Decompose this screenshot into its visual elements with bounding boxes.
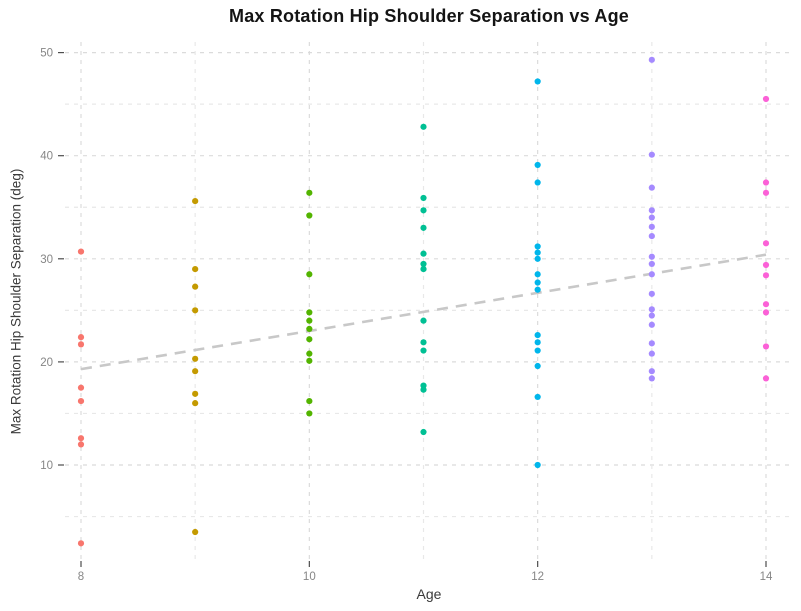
data-point: [534, 255, 541, 262]
data-point: [420, 339, 427, 346]
data-point: [648, 321, 655, 328]
data-point: [420, 260, 427, 268]
data-point: [762, 179, 770, 186]
data-point: [77, 384, 85, 391]
data-point: [306, 410, 313, 417]
data-point: [306, 336, 313, 343]
data-point: [648, 271, 655, 278]
data-point: [192, 197, 199, 205]
data-point: [534, 362, 541, 370]
data-point: [192, 368, 199, 375]
data-point: [534, 161, 541, 169]
y-tick-label: 10: [40, 460, 53, 472]
y-tick-label: 20: [40, 357, 53, 369]
data-point: [420, 347, 427, 354]
data-point: [762, 240, 770, 247]
x-tick-label: 8: [78, 571, 84, 583]
data-point: [534, 347, 541, 354]
data-point: [77, 540, 85, 547]
data-point: [306, 397, 313, 405]
x-tick-label: 12: [531, 571, 544, 583]
data-point: [192, 266, 199, 273]
data-point: [77, 334, 85, 341]
data-point: [534, 179, 541, 186]
data-point: [306, 317, 313, 324]
y-tick-label: 40: [40, 151, 53, 163]
data-point: [77, 341, 85, 348]
data-point: [192, 400, 199, 407]
x-tick-label: 14: [760, 571, 773, 583]
data-point: [420, 317, 427, 324]
data-point: [420, 207, 427, 214]
data-point: [648, 340, 655, 347]
data-point: [648, 306, 655, 313]
data-point: [648, 151, 655, 158]
y-tick-label: 50: [40, 48, 53, 60]
data-point: [534, 461, 541, 469]
y-tick-label: 30: [40, 254, 53, 266]
data-point: [534, 393, 541, 401]
data-point: [762, 301, 770, 308]
data-point: [420, 224, 427, 231]
data-point: [534, 339, 541, 346]
data-point: [192, 283, 199, 290]
data-point: [762, 343, 770, 350]
data-point: [420, 123, 427, 130]
data-point: [762, 309, 770, 316]
data-point: [306, 189, 313, 196]
data-point: [306, 212, 313, 219]
data-point: [648, 375, 655, 382]
data-point: [648, 214, 655, 221]
data-point: [648, 184, 655, 191]
data-point: [77, 248, 85, 255]
data-point: [648, 368, 655, 375]
data-point: [306, 357, 313, 364]
data-point: [762, 95, 770, 103]
data-point: [648, 223, 655, 230]
data-point: [762, 189, 770, 196]
data-point: [648, 56, 655, 63]
data-point: [648, 233, 655, 240]
data-point: [648, 350, 655, 357]
data-point: [192, 390, 199, 397]
data-point: [306, 350, 313, 357]
data-point: [420, 250, 427, 257]
data-point: [534, 279, 541, 286]
data-point: [534, 243, 541, 250]
data-point: [192, 355, 199, 362]
data-point: [77, 397, 85, 405]
data-point: [534, 249, 541, 256]
data-point: [420, 428, 427, 436]
data-point: [306, 271, 313, 278]
data-point: [762, 272, 770, 279]
data-point: [420, 266, 427, 273]
data-point: [420, 386, 427, 393]
data-point: [762, 375, 770, 382]
data-point: [192, 307, 199, 314]
chart-title: Max Rotation Hip Shoulder Separation vs …: [229, 6, 629, 26]
data-point: [534, 331, 541, 339]
data-point: [648, 260, 655, 268]
data-point: [77, 435, 85, 442]
data-point: [420, 194, 427, 202]
data-point: [648, 253, 655, 260]
data-point: [306, 309, 313, 316]
data-point: [534, 286, 541, 293]
data-point: [306, 325, 313, 333]
data-point: [534, 271, 541, 278]
x-axis-label: Age: [416, 586, 442, 602]
data-point: [762, 261, 770, 269]
data-point: [648, 207, 655, 214]
data-point: [534, 78, 541, 85]
data-point: [648, 290, 655, 297]
x-tick-label: 10: [303, 571, 316, 583]
data-point: [648, 312, 655, 319]
data-point: [192, 528, 199, 536]
data-point: [77, 441, 85, 448]
